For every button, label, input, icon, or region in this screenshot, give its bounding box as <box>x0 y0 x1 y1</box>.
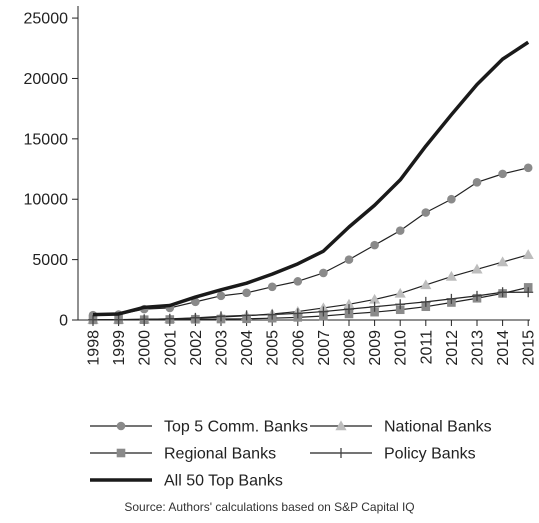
data-point <box>113 314 124 325</box>
data-point <box>241 310 252 321</box>
x-tick-label: 2010 <box>393 330 410 366</box>
x-tick-label: 2007 <box>316 330 333 366</box>
data-point <box>216 291 226 301</box>
x-tick-label: 2009 <box>367 330 384 366</box>
data-point <box>319 268 328 278</box>
x-tick-label: 1998 <box>86 330 103 366</box>
legend: Top 5 Comm. Banks National Banks Regional … <box>90 419 492 490</box>
x-tick-label: 2012 <box>444 330 461 366</box>
legend-label: Policy Banks <box>384 446 476 463</box>
y-tick-label: 20000 <box>24 71 69 88</box>
data-point <box>242 288 251 298</box>
data-point <box>523 287 534 298</box>
legend-swatch-marker <box>116 448 126 458</box>
data-point <box>191 297 200 307</box>
x-tick-label: 2004 <box>239 330 256 366</box>
legend-label: National Banks <box>384 419 492 436</box>
x-tick-label: 2006 <box>290 330 307 366</box>
series-line <box>92 286 529 321</box>
data-point <box>139 314 150 325</box>
series-layer <box>87 40 534 325</box>
data-point <box>420 279 432 290</box>
x-tick-label: 2002 <box>188 330 205 366</box>
data-point <box>471 263 483 274</box>
data-point <box>369 301 380 312</box>
x-tick-label: 1999 <box>111 330 128 366</box>
data-point <box>344 255 354 264</box>
series-3 <box>88 287 534 325</box>
legend-item: All 50 Top Banks <box>90 473 283 490</box>
x-tick-label: 2008 <box>342 330 359 366</box>
legend-label: Regional Banks <box>164 446 276 463</box>
data-point <box>267 282 277 292</box>
legend-item: National Banks <box>310 419 492 436</box>
y-tick-label: 5000 <box>32 252 68 269</box>
data-point <box>446 293 457 304</box>
legend-item: Top 5 Comm. Banks <box>90 419 308 436</box>
data-point <box>420 296 431 307</box>
data-point <box>394 287 406 298</box>
y-tick-label: 15000 <box>24 131 69 148</box>
data-point <box>395 305 405 315</box>
x-tick-label: 2003 <box>214 330 231 366</box>
legend-label: All 50 Top Banks <box>164 473 283 490</box>
x-tick-label: 2005 <box>265 330 282 366</box>
source-note: Source: Authors' calculations based on S… <box>124 500 415 514</box>
data-point <box>318 306 329 317</box>
data-point <box>445 270 457 281</box>
legend-item: Regional Banks <box>90 446 276 463</box>
data-point <box>421 208 431 217</box>
data-point <box>292 308 303 319</box>
legend-swatch-marker <box>116 421 126 431</box>
x-tick-label: 2000 <box>137 330 154 366</box>
series-0 <box>88 163 533 320</box>
data-point <box>522 249 534 259</box>
x-tick-label: 2001 <box>162 330 179 366</box>
data-point <box>523 163 533 173</box>
data-point <box>344 304 354 315</box>
y-tick-label: 25000 <box>24 11 69 28</box>
x-tick-label: 2013 <box>470 330 487 366</box>
legend-label: Top 5 Comm. Banks <box>164 419 308 436</box>
data-point <box>190 312 201 323</box>
legend-swatch-marker <box>336 448 346 458</box>
data-point <box>447 194 456 204</box>
y-tick-label: 10000 <box>24 192 69 209</box>
x-tick-label: 2015 <box>521 330 538 366</box>
data-point <box>370 307 379 317</box>
data-point <box>267 309 278 320</box>
axes: 0 5000 10000 15000 20000 25000 1998 1999 2000 200… <box>24 6 538 366</box>
data-point <box>88 314 98 325</box>
data-point <box>472 290 482 301</box>
y-tick-label: 0 <box>59 313 68 330</box>
legend-swatch-marker <box>335 420 347 431</box>
data-point <box>395 299 406 310</box>
data-point <box>497 287 508 298</box>
data-point <box>369 293 381 304</box>
series-line <box>92 254 529 321</box>
data-point <box>343 298 355 309</box>
data-point <box>498 169 507 179</box>
data-point <box>395 226 405 235</box>
x-tick-label: 2014 <box>495 330 512 366</box>
data-point <box>472 178 482 187</box>
series-line <box>92 40 530 317</box>
line-chart: 0 5000 10000 15000 20000 25000 1998 1999 2000 200… <box>24 6 538 490</box>
data-point <box>370 240 379 250</box>
legend-item: Policy Banks <box>310 446 476 463</box>
x-tick-label: 2011 <box>418 330 435 365</box>
data-point <box>497 256 509 267</box>
data-point <box>216 311 226 322</box>
series-2 <box>88 283 533 325</box>
data-point <box>164 313 175 324</box>
series-4 <box>92 40 530 317</box>
series-line <box>92 167 529 316</box>
data-point <box>293 277 303 286</box>
